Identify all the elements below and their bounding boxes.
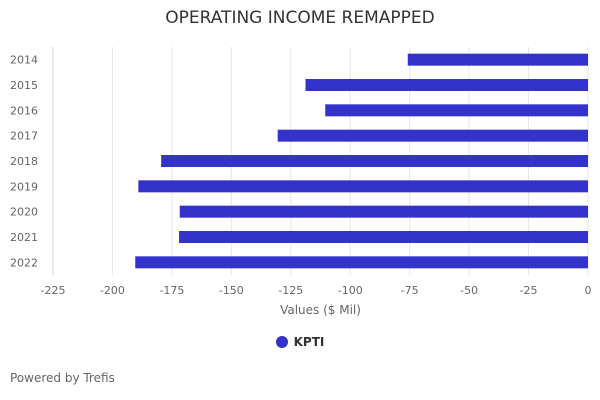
bar-2014 [407, 53, 588, 66]
legend[interactable]: KPTI [0, 335, 600, 349]
chart-title: OPERATING INCOME REMAPPED [165, 8, 435, 28]
x-tick-label: -75 [401, 284, 419, 297]
bar-2019 [138, 180, 588, 193]
x-tick-label: 0 [585, 284, 592, 297]
x-tick-label: -200 [100, 284, 125, 297]
y-tick-label: 2018 [10, 155, 38, 168]
x-tick-label: -25 [520, 284, 538, 297]
bar-2020 [179, 205, 589, 218]
y-tick-label: 2020 [10, 206, 38, 219]
bar-2016 [325, 104, 588, 117]
y-tick-label: 2014 [10, 54, 38, 67]
y-tick-label: 2022 [10, 256, 38, 269]
bar-2015 [305, 79, 588, 91]
y-tick-label: 2017 [10, 130, 38, 143]
x-tick-label: -125 [278, 284, 303, 297]
legend-label: KPTI [293, 335, 325, 349]
x-tick-label: -175 [159, 284, 184, 297]
x-tick-label: -100 [338, 284, 363, 297]
bar-2022 [135, 256, 588, 269]
bar-chart: -225 -200 -175 -150 -125 -100 -75 -50 -25 0 Values… [10, 47, 592, 317]
bar-2021 [179, 231, 588, 243]
powered-by-credit: Powered by Trefis [10, 371, 115, 385]
y-tick-label: 2015 [10, 79, 38, 92]
bar-2018 [161, 155, 588, 167]
legend-marker [275, 336, 288, 348]
x-tick-label: -225 [41, 284, 66, 297]
bar-2017 [277, 129, 588, 142]
x-tick-label: -150 [219, 284, 244, 297]
x-axis-label: Values ($ Mil) [280, 303, 361, 317]
y-tick-label: 2019 [10, 180, 38, 193]
y-tick-label: 2021 [10, 231, 38, 244]
x-tick-label: -50 [460, 284, 478, 297]
y-tick-label: 2016 [10, 104, 38, 117]
